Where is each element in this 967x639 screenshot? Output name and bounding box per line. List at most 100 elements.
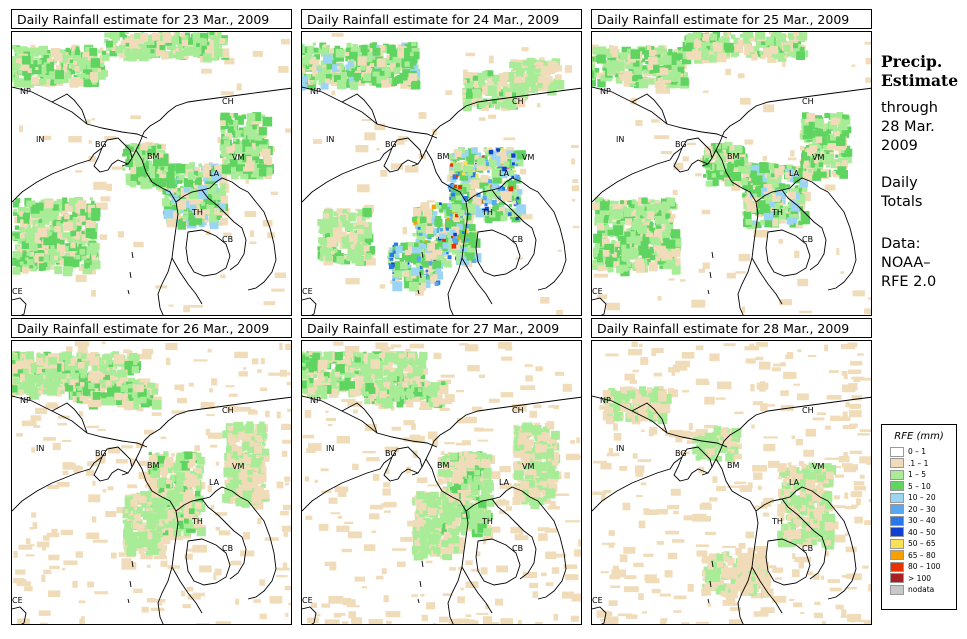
rain-cell — [769, 201, 775, 208]
rain-cell — [412, 245, 421, 254]
rain-cell — [543, 61, 548, 66]
rain-cell — [426, 276, 430, 280]
trace-rain-cell — [244, 210, 257, 218]
rain-cell — [631, 221, 640, 231]
trace-rain-cell — [13, 551, 18, 558]
rain-cell — [44, 199, 54, 209]
rain-cell — [636, 263, 645, 273]
country-border — [302, 297, 317, 315]
rain-cell — [395, 63, 400, 68]
rain-cell — [164, 171, 175, 182]
rain-cell — [302, 43, 305, 54]
rain-cell — [412, 80, 421, 90]
trace-rain-cell — [556, 310, 563, 315]
rain-cell — [119, 32, 126, 38]
rain-cell — [40, 65, 48, 73]
rain-cell — [721, 143, 728, 149]
rain-cell — [70, 70, 75, 75]
rain-cell — [309, 57, 317, 64]
rain-cell — [366, 65, 376, 76]
rain-cell — [442, 242, 449, 249]
rain-cell — [123, 148, 131, 156]
country-border — [425, 149, 469, 315]
rain-cell — [203, 195, 213, 205]
rain-cell — [339, 215, 346, 222]
rain-cell — [49, 235, 55, 241]
rain-cell — [657, 54, 661, 58]
rain-cell — [124, 48, 132, 56]
rain-cell — [220, 217, 228, 226]
rain-cell — [453, 149, 462, 157]
rain-cell — [813, 143, 822, 152]
rain-cell — [616, 56, 622, 62]
rain-cell — [67, 232, 72, 237]
rain-cell — [514, 77, 518, 81]
rain-cell — [733, 37, 740, 44]
rain-cell — [620, 267, 630, 277]
rain-cell — [450, 163, 454, 167]
rain-cell — [382, 45, 390, 53]
trace-rain-cell — [102, 489, 107, 493]
rain-cell — [705, 180, 712, 187]
country-label: CH — [512, 97, 524, 106]
rain-cell — [665, 226, 669, 230]
rain-cell — [208, 177, 212, 181]
rain-cell — [779, 201, 784, 206]
rain-cell — [45, 267, 50, 271]
rain-cell — [231, 171, 239, 180]
trace-rain-cell — [404, 165, 419, 173]
rain-cell — [12, 232, 16, 236]
rain-cell — [742, 195, 747, 200]
rain-cell — [777, 33, 786, 42]
rain-cell — [657, 67, 666, 76]
rain-cell — [91, 237, 95, 242]
rain-cell — [26, 251, 31, 256]
country-border — [707, 251, 714, 295]
rain-cell — [484, 70, 490, 76]
rain-cell — [262, 116, 273, 127]
trace-rain-cell — [357, 184, 370, 193]
rain-cell — [485, 82, 490, 87]
country-border — [765, 229, 811, 277]
rain-cell — [346, 254, 353, 262]
rain-cell — [430, 278, 436, 284]
rain-cell — [388, 259, 393, 264]
rain-cell — [516, 189, 523, 195]
rain-cell — [665, 224, 674, 233]
rain-cell — [81, 211, 91, 221]
rain-cell — [604, 224, 609, 230]
rain-cell — [749, 35, 755, 42]
trace-rain-cell — [205, 428, 210, 436]
rain-cell — [438, 242, 443, 247]
trace-rain-cell — [519, 168, 527, 175]
rain-cell — [811, 158, 817, 164]
rain-cell — [743, 35, 752, 44]
rain-cell — [751, 189, 756, 194]
rain-cell — [502, 84, 510, 92]
rain-cell — [218, 46, 223, 51]
trace-rain-cell — [282, 562, 288, 569]
rain-cell — [441, 203, 448, 210]
rain-cell — [13, 79, 22, 88]
rain-cell — [595, 214, 600, 219]
rain-cell — [627, 242, 632, 246]
country-label: NP — [310, 87, 321, 96]
rain-cell — [240, 133, 245, 137]
rain-cell — [207, 184, 217, 194]
country-label: LA — [789, 169, 800, 178]
rain-cell — [197, 171, 204, 178]
rain-cell — [488, 147, 492, 151]
rain-cell — [13, 250, 20, 258]
rain-cell — [516, 196, 520, 200]
trace-rain-cell — [257, 518, 262, 525]
rain-cell — [158, 152, 164, 158]
country-border — [592, 297, 607, 315]
rain-cell — [234, 115, 244, 125]
rain-cell — [411, 267, 420, 276]
rain-cell — [452, 204, 461, 213]
rain-cell — [659, 215, 669, 224]
rain-cell — [427, 243, 435, 251]
rain-cell — [89, 48, 98, 56]
rain-cell — [477, 72, 485, 80]
trace-rain-cell — [121, 562, 137, 570]
